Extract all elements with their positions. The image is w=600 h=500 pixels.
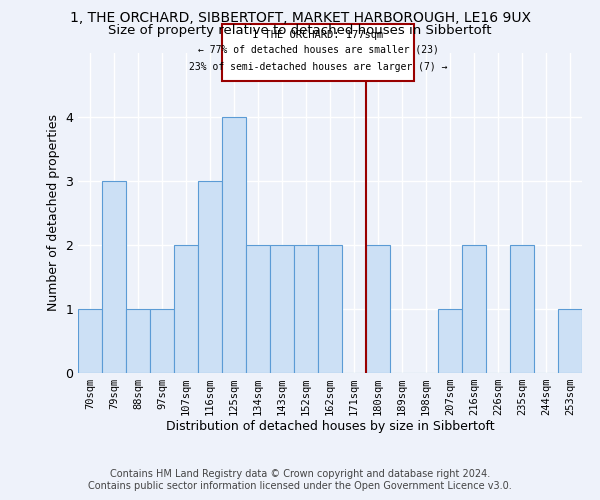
Bar [150,308,174,372]
Bar [222,116,246,372]
Bar [198,180,222,372]
Y-axis label: Number of detached properties: Number of detached properties [47,114,59,311]
Bar [174,244,198,372]
Bar [102,180,126,372]
X-axis label: Distribution of detached houses by size in Sibbertoft: Distribution of detached houses by size … [166,420,494,434]
Bar [270,244,294,372]
Bar [438,308,462,372]
Bar [318,244,342,372]
Text: ← 77% of detached houses are smaller (23): ← 77% of detached houses are smaller (23… [197,44,439,54]
Bar [558,308,582,372]
Text: 1, THE ORCHARD, SIBBERTOFT, MARKET HARBOROUGH, LE16 9UX: 1, THE ORCHARD, SIBBERTOFT, MARKET HARBO… [70,11,530,25]
Bar [510,244,534,372]
Text: 23% of semi-detached houses are larger (7) →: 23% of semi-detached houses are larger (… [189,62,447,72]
Bar [78,308,102,372]
Bar [246,244,270,372]
Text: Contains HM Land Registry data © Crown copyright and database right 2024.
Contai: Contains HM Land Registry data © Crown c… [88,470,512,491]
Text: Size of property relative to detached houses in Sibbertoft: Size of property relative to detached ho… [108,24,492,37]
Bar [462,244,486,372]
Bar [294,244,318,372]
Bar [126,308,150,372]
Text: 1 THE ORCHARD: 177sqm: 1 THE ORCHARD: 177sqm [253,30,383,40]
Bar [366,244,390,372]
Bar [222,24,414,82]
